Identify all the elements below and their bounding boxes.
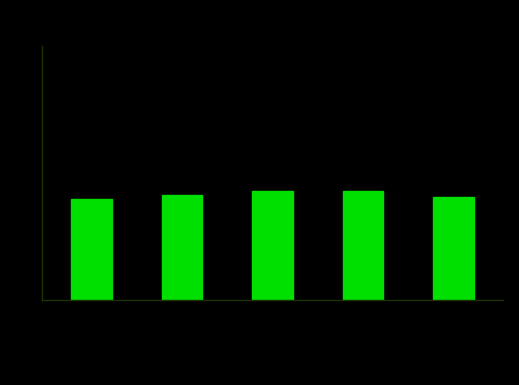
Bar: [433, 198, 474, 300]
Bar: [252, 191, 293, 300]
Bar: [71, 199, 112, 300]
Bar: [161, 195, 202, 300]
Bar: [343, 191, 384, 300]
